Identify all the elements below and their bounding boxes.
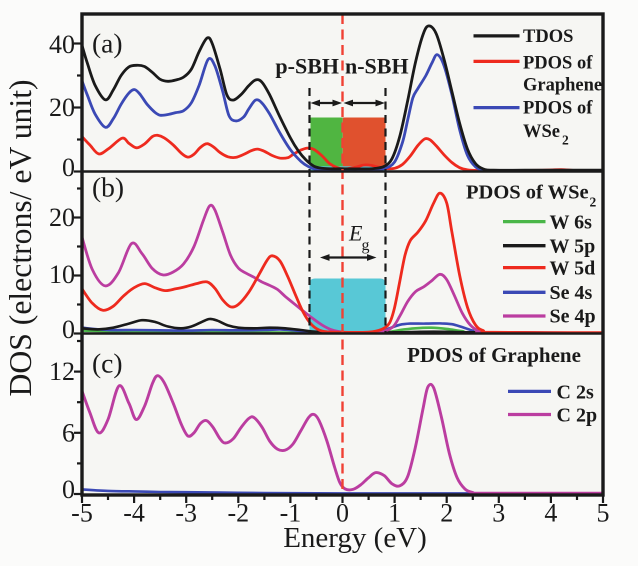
svg-text:3: 3 <box>492 499 505 528</box>
svg-text:-4: -4 <box>123 499 145 528</box>
svg-text:0: 0 <box>336 499 349 528</box>
svg-text:n-SBH: n-SBH <box>345 54 409 79</box>
svg-text:p-SBH: p-SBH <box>275 54 339 79</box>
svg-text:C 2s: C 2s <box>557 382 594 404</box>
svg-text:g: g <box>362 237 370 254</box>
svg-text:PDOS of WSe: PDOS of WSe <box>466 181 589 203</box>
svg-text:(a): (a) <box>92 28 123 59</box>
svg-text:PDOS of: PDOS of <box>523 99 593 119</box>
svg-text:C 2p: C 2p <box>557 405 598 427</box>
svg-text:20: 20 <box>49 203 75 232</box>
svg-text:Graphene: Graphene <box>523 76 602 96</box>
svg-text:0: 0 <box>62 475 75 504</box>
svg-text:PDOS of: PDOS of <box>523 54 593 74</box>
svg-text:1: 1 <box>388 499 401 528</box>
svg-text:WSe: WSe <box>523 122 560 142</box>
svg-text:Se 4s: Se 4s <box>550 282 593 304</box>
svg-text:-3: -3 <box>175 499 197 528</box>
svg-text:10: 10 <box>49 260 75 289</box>
svg-text:-1: -1 <box>280 499 302 528</box>
svg-text:5: 5 <box>597 499 610 528</box>
svg-text:W 6s: W 6s <box>550 212 593 234</box>
svg-text:-2: -2 <box>227 499 249 528</box>
svg-text:DOS (electrons/ eV unit): DOS (electrons/ eV unit) <box>3 79 38 396</box>
svg-text:20: 20 <box>49 93 75 122</box>
svg-text:6: 6 <box>62 418 75 447</box>
svg-text:12: 12 <box>49 357 75 386</box>
svg-text:(b): (b) <box>92 172 124 203</box>
svg-text:40: 40 <box>49 30 75 59</box>
svg-text:Se 4p: Se 4p <box>550 306 596 328</box>
svg-text:4: 4 <box>544 499 557 528</box>
svg-text:2: 2 <box>440 499 453 528</box>
svg-text:-5: -5 <box>71 499 93 528</box>
svg-text:(c): (c) <box>92 348 123 379</box>
svg-text:Energy (eV): Energy (eV) <box>283 522 427 554</box>
svg-text:E: E <box>348 221 363 246</box>
svg-text:2: 2 <box>562 133 569 148</box>
svg-text:2: 2 <box>590 195 597 210</box>
svg-text:W 5d: W 5d <box>550 258 596 280</box>
svg-text:TDOS: TDOS <box>523 27 573 47</box>
svg-text:W 5p: W 5p <box>550 236 596 258</box>
svg-text:0: 0 <box>62 153 75 182</box>
svg-text:PDOS of Graphene: PDOS of Graphene <box>407 343 581 367</box>
svg-text:0: 0 <box>62 315 75 344</box>
